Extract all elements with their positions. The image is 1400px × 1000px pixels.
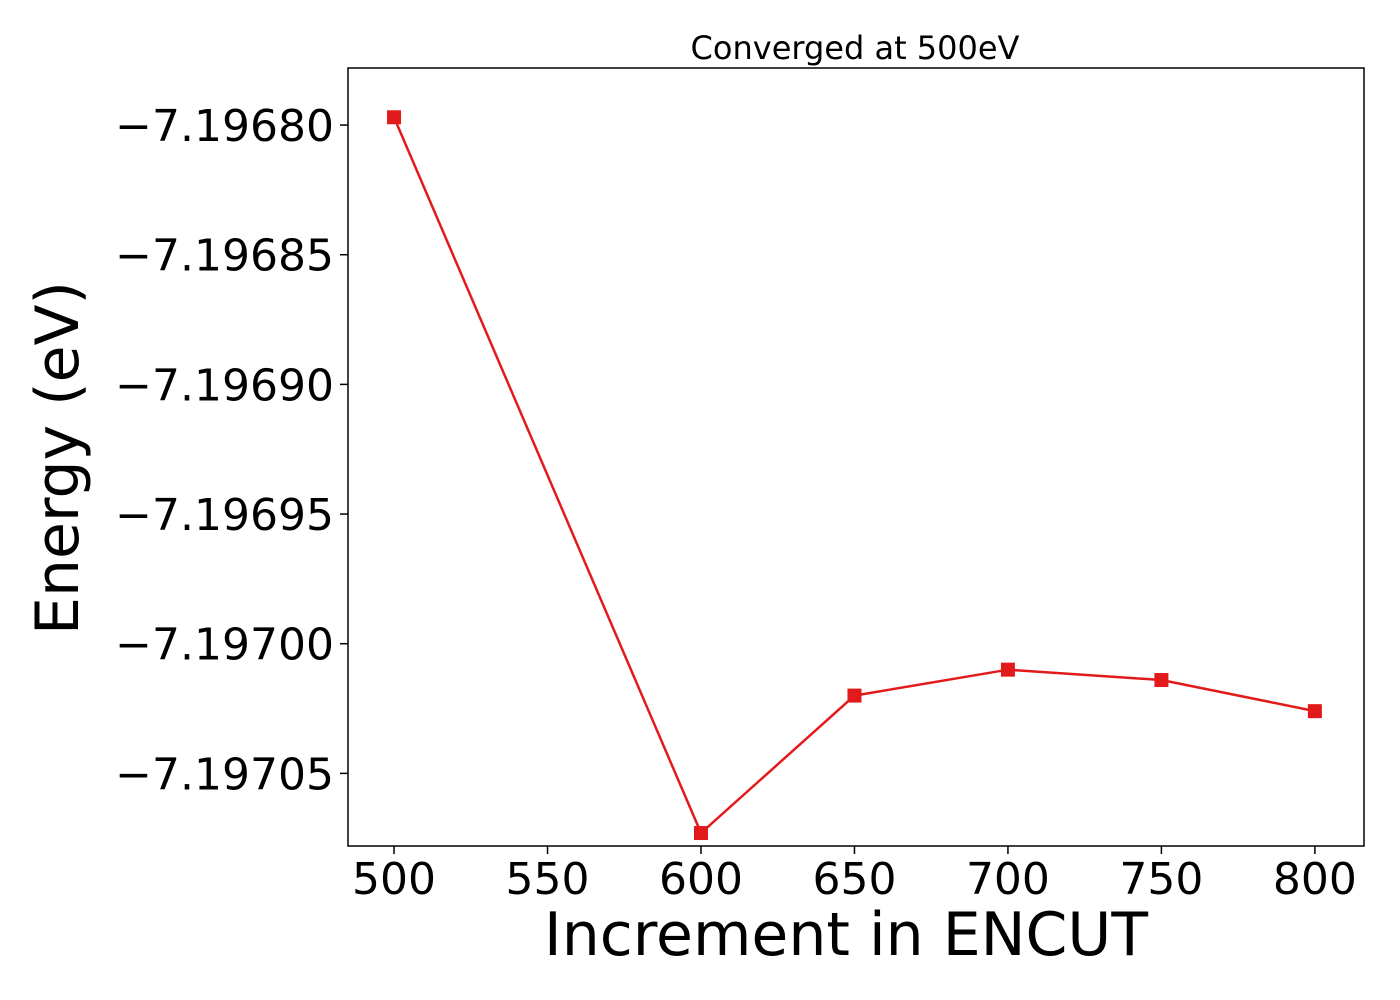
data-point [1000,662,1015,677]
x-axis: 500 550 600 650 700 750 800 [352,846,1357,905]
series-line [392,116,1316,836]
y-tick-label: −7.19680 [115,101,334,152]
y-tick-label: −7.19685 [115,231,334,282]
y-tick-label: −7.19705 [115,749,334,800]
data-point [387,110,402,125]
y-axis-label: Energy (eV) [23,281,93,635]
x-axis-label: Increment in ENCUT [544,900,1148,970]
series-group [387,110,1322,841]
y-tick-label: −7.19700 [115,620,334,671]
plot-frame [347,67,1365,847]
x-tick-label: 550 [506,854,590,905]
x-tick-label: 650 [812,854,896,905]
data-point [1154,673,1169,688]
y-tick-label: −7.19695 [115,490,334,541]
x-tick-label: 600 [659,854,743,905]
x-tick-label: 800 [1273,854,1357,905]
data-point [1307,704,1322,719]
y-tick-label: −7.19690 [115,360,334,411]
data-point [693,826,708,841]
chart-title: Converged at 500eV [691,29,1020,67]
x-tick-label: 750 [1119,854,1203,905]
x-tick-label: 700 [966,854,1050,905]
y-axis: −7.19680 −7.19685 −7.19690 −7.19695 −7.19700… [115,101,348,800]
data-point [847,688,862,703]
x-tick-label: 500 [352,854,436,905]
